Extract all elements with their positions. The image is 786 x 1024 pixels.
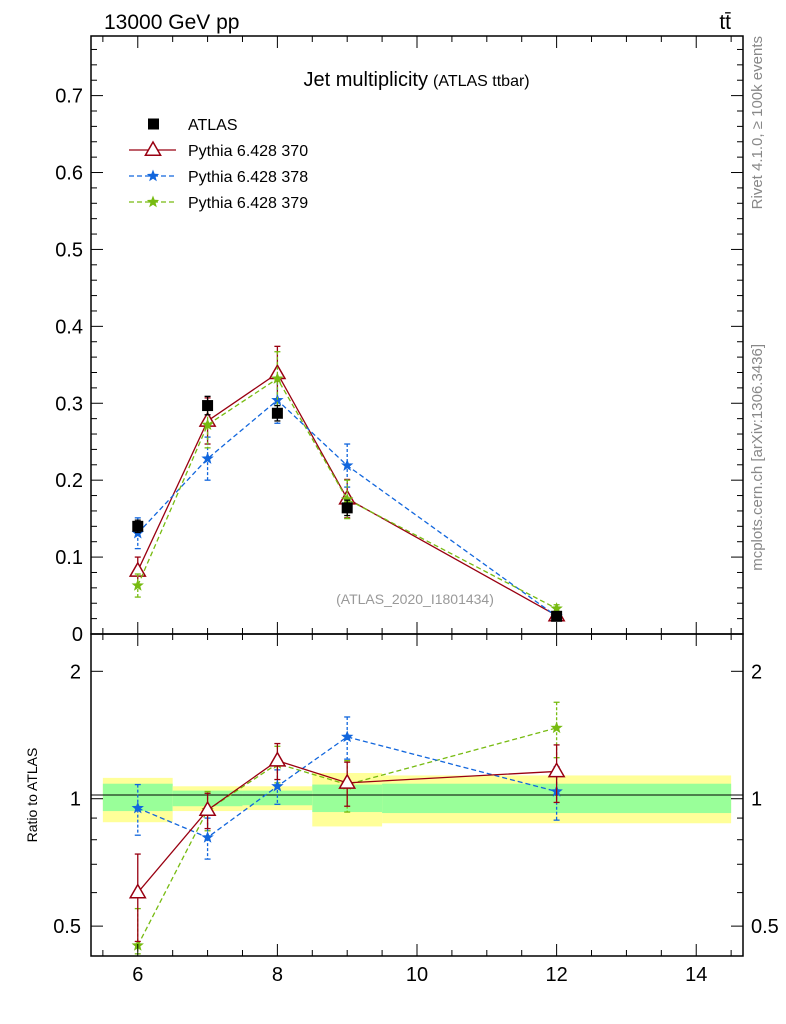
legend-label-pythia-379: Pythia 6.428 379	[188, 195, 308, 212]
pythia-379-point	[550, 721, 563, 734]
mcplots-label: mcplots.cern.ch [arXiv:1306.3436]	[749, 344, 766, 571]
pythia-370-point	[268, 751, 287, 767]
pythia-378-point	[341, 459, 354, 471]
y-tick-label: 0.7	[55, 86, 83, 108]
pythia-370-point	[338, 773, 357, 789]
legend: ATLAS Pythia 6.428 370 Pythia 6.428 378 Pyt…	[129, 117, 308, 212]
legend-label-atlas: ATLAS	[188, 117, 238, 134]
atlas-point	[202, 400, 214, 412]
pythia-378-point	[201, 830, 214, 843]
pythia-378-point	[341, 730, 354, 743]
atlas-point	[341, 502, 353, 514]
pythia-370-point	[128, 883, 147, 899]
x-tick-label: 8	[272, 964, 283, 986]
y-tick-label: 0	[72, 624, 83, 646]
legend-item-atlas: ATLAS	[148, 117, 238, 134]
chart-subtitle: (ATLAS ttbar)	[433, 73, 530, 90]
pythia-379-point	[550, 602, 563, 614]
energy-label: 13000 GeV pp	[104, 11, 239, 34]
y-tick-label: 0.5	[55, 239, 83, 261]
ratio-tick-label-right: 0.5	[751, 916, 779, 938]
atlas-point	[132, 520, 144, 532]
ratio-tick-label: 1	[70, 789, 81, 811]
atlas-point	[271, 407, 283, 419]
legend-label-pythia-370: Pythia 6.428 370	[188, 143, 308, 160]
x-tick-label: 14	[685, 964, 707, 986]
y-tick-label: 0.6	[55, 163, 83, 185]
rivet-label: Rivet 4.1.0, ≥ 100k events	[749, 36, 766, 209]
pythia-379-point	[341, 492, 354, 505]
uncertainty-band-inner	[242, 790, 313, 806]
pythia-378-point	[271, 779, 284, 792]
legend-marker-atlas	[148, 118, 159, 130]
process-label: tt̄	[719, 11, 731, 34]
legend-marker-pythia-370	[144, 140, 162, 156]
pythia-379-point	[201, 418, 214, 431]
legend-item-pythia-378: Pythia 6.428 378	[129, 169, 308, 186]
ratio-tick-label-right: 1	[751, 789, 762, 811]
pythia-370-ratio-series	[128, 742, 566, 943]
legend-marker-pythia-378	[146, 169, 160, 182]
pythia-379-point	[131, 579, 144, 591]
x-tick-label: 10	[406, 964, 428, 986]
y-tick-label: 0.2	[55, 470, 83, 492]
pythia-379-ratio-series	[131, 701, 563, 955]
atlas-series	[132, 395, 563, 622]
pythia-378-point	[131, 801, 144, 814]
analysis-tag: (ATLAS_2020_I1801434)	[336, 591, 494, 607]
pythia-378-point	[201, 452, 214, 464]
y-tick-label: 0.4	[55, 316, 83, 338]
pythia-370-point	[547, 761, 566, 778]
pythia-370-series	[128, 345, 566, 622]
legend-marker-pythia-379	[146, 195, 160, 208]
ratio-y-axis-label: Ratio to ATLAS	[24, 748, 40, 843]
y-tick-label: 0.3	[55, 393, 83, 415]
chart-title: Jet multiplicity	[304, 69, 428, 91]
ratio-panel: 6 8 10 12 140.5 0.51 12 2 Ratio to ATLAS	[24, 633, 779, 986]
y-tick-label: 0.1	[55, 547, 83, 569]
atlas-point	[551, 610, 563, 622]
ratio-tick-label: 2	[70, 661, 81, 683]
pythia-379-point	[271, 372, 284, 384]
pythia-370-point	[198, 800, 217, 817]
legend-item-pythia-370: Pythia 6.428 370	[129, 140, 308, 160]
ratio-tick-label: 0.5	[53, 916, 81, 938]
legend-label-pythia-378: Pythia 6.428 378	[188, 169, 308, 186]
x-tick-label: 12	[545, 964, 567, 986]
x-tick-label: 6	[132, 964, 143, 986]
main-panel: 00.10.20.30.40.50.60.7 Jet multiplicity …	[55, 35, 744, 646]
legend-item-pythia-379: Pythia 6.428 379	[129, 195, 308, 212]
ratio-tick-label-right: 2	[751, 661, 762, 683]
